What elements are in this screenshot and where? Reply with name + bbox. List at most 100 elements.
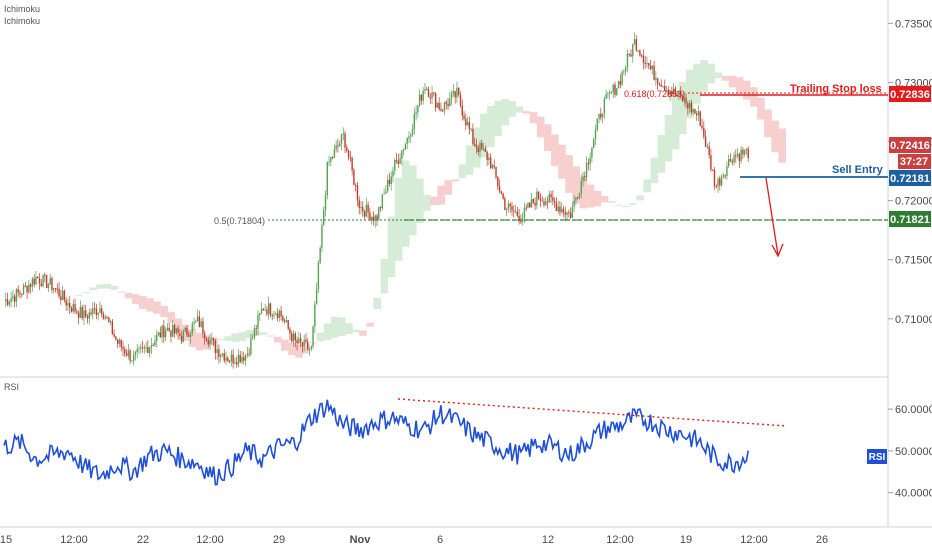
candle-body	[726, 166, 728, 176]
candle-body	[31, 278, 34, 287]
cloud-segment	[380, 258, 389, 294]
candle-body	[211, 338, 213, 340]
candle-body	[452, 91, 455, 94]
candle-body	[747, 148, 749, 159]
candle-body	[267, 303, 270, 315]
candle-body	[186, 327, 188, 336]
candle-body	[717, 178, 719, 187]
candle-body	[298, 338, 300, 344]
candle-body	[395, 160, 398, 162]
candle-body	[667, 89, 669, 95]
cloud-segment	[181, 324, 190, 341]
cloud-segment	[167, 312, 176, 323]
candle-body	[140, 347, 142, 349]
candle-body	[587, 162, 590, 164]
candle-body	[6, 299, 9, 305]
price-tick-label: 0.71500	[895, 255, 932, 267]
candle-body	[189, 333, 192, 337]
candle-body	[354, 185, 357, 187]
cloud-segment	[330, 316, 339, 338]
cloud-segment	[352, 329, 360, 333]
candle-body	[356, 185, 359, 201]
candle-body	[545, 201, 547, 205]
candle-body	[498, 186, 501, 192]
candle-body	[584, 176, 586, 178]
cloud-segment	[700, 60, 708, 92]
candle-body	[61, 290, 64, 301]
candle-body	[219, 354, 222, 357]
candle-body	[525, 207, 527, 209]
candle-body	[518, 215, 520, 222]
candle-body	[58, 288, 60, 297]
time-axis: 15 12:00 22 12:00 29 Nov 6 12 12:00 19 12:00 26	[0, 534, 828, 546]
candle-body	[697, 111, 700, 116]
candle-body	[516, 211, 519, 216]
cloud-segment	[615, 204, 623, 206]
candle-body	[475, 145, 478, 148]
cloud-segment	[89, 287, 97, 291]
candle-body	[100, 308, 103, 315]
cloud-segment	[764, 109, 772, 138]
candle-body	[154, 340, 156, 346]
candle-body	[385, 191, 387, 194]
candle-body	[459, 94, 462, 106]
candle-body	[566, 212, 568, 215]
candle-body	[83, 310, 85, 319]
cloud-segment	[622, 206, 630, 208]
candle-body	[188, 335, 190, 337]
candle-body	[163, 325, 165, 338]
candle-body	[541, 200, 543, 202]
cloud-segment	[551, 134, 559, 167]
candle-body	[227, 357, 229, 361]
candle-body	[406, 138, 408, 144]
candle-body	[392, 170, 394, 177]
candle-body	[600, 113, 602, 118]
candle-body	[648, 63, 650, 66]
cloud-segment	[366, 322, 374, 327]
down-arrow-icon	[765, 177, 779, 256]
time-tick-label: 29	[273, 534, 285, 546]
candle-body	[415, 112, 417, 114]
candle-body	[342, 133, 344, 135]
candle-body	[271, 315, 273, 317]
cloud-segment	[124, 293, 133, 299]
candle-body	[122, 347, 124, 350]
candle-body	[72, 304, 74, 312]
candle-body	[685, 97, 687, 104]
candle-body	[136, 349, 138, 353]
candle-body	[413, 113, 415, 130]
entry-price-tag	[889, 170, 931, 186]
candle-body	[239, 354, 241, 363]
cloud-segment	[451, 179, 460, 182]
candle-body	[310, 346, 312, 349]
candle-body	[200, 321, 202, 327]
candle-body	[681, 95, 684, 102]
cloud-segment	[103, 283, 112, 289]
cloud-segment	[678, 81, 687, 135]
cloud-segment	[686, 69, 694, 119]
candle-body	[557, 206, 559, 212]
candle-body	[259, 312, 261, 316]
candle-body	[426, 89, 428, 91]
candle-body	[317, 262, 320, 290]
cloud-segment	[273, 336, 282, 343]
candle-body	[591, 147, 593, 158]
candle-body	[127, 350, 130, 356]
candle-body	[312, 326, 314, 347]
cloud-segment	[529, 112, 538, 124]
cloud-segment	[295, 344, 303, 358]
candle-body	[191, 323, 193, 334]
cloud-segment	[96, 284, 104, 289]
candle-body	[532, 199, 535, 203]
cloud-segment	[707, 63, 715, 84]
cloud-segment	[650, 157, 659, 184]
cloud-segment	[565, 155, 573, 193]
candle-body	[369, 212, 371, 221]
rsi-pane[interactable]	[0, 378, 888, 526]
candle-body	[53, 288, 55, 290]
candle-body	[69, 303, 71, 308]
candle-body	[713, 169, 716, 187]
time-tick-label: 12:00	[60, 534, 88, 546]
candle-body	[651, 65, 654, 70]
